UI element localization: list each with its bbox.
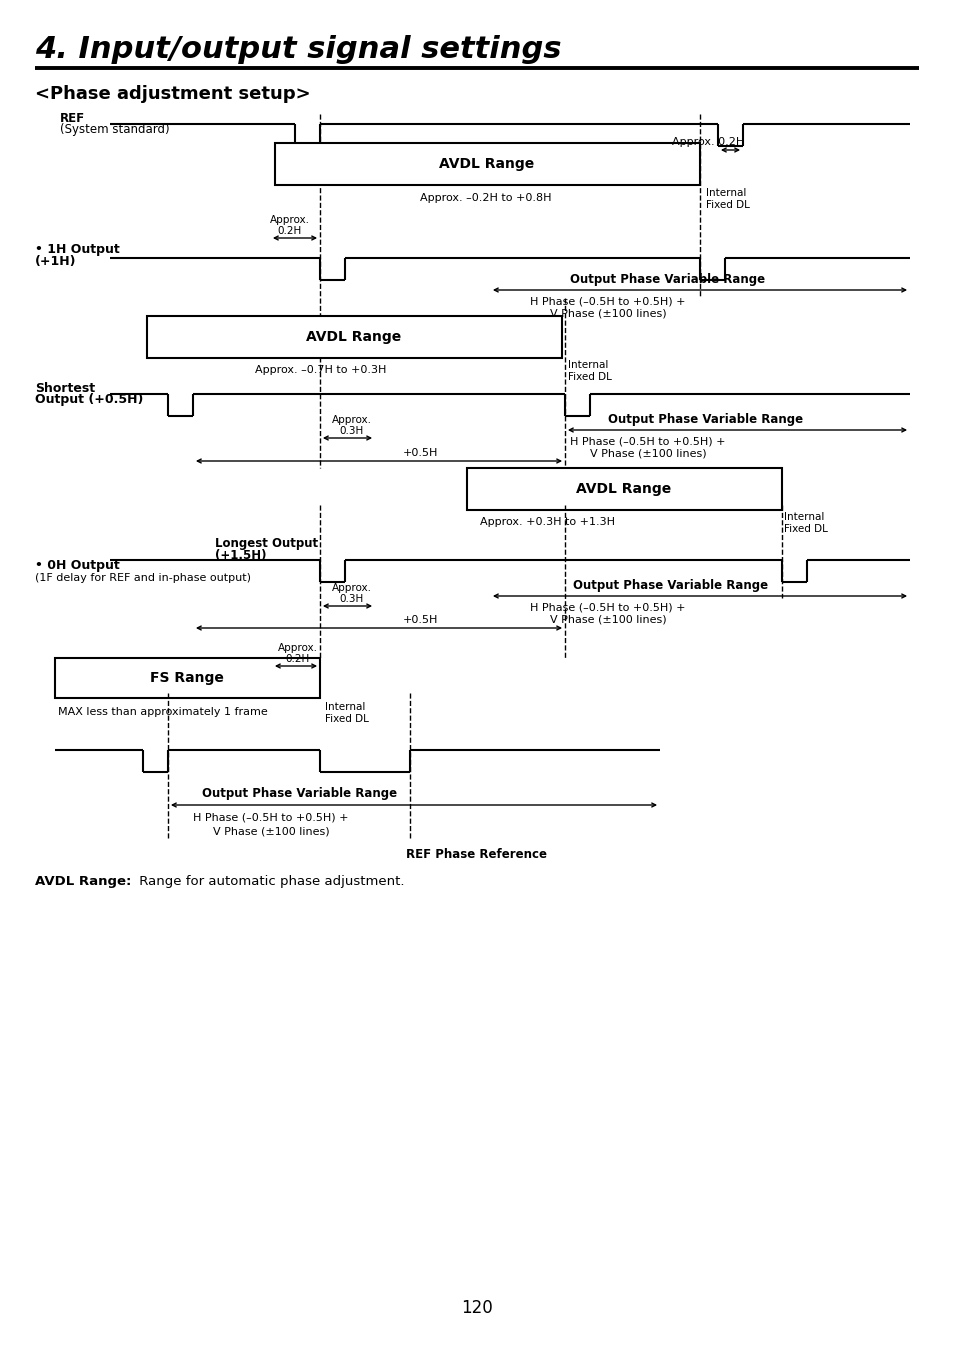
Text: AVDL Range:: AVDL Range: <box>35 875 132 888</box>
Text: 120: 120 <box>460 1299 493 1317</box>
Text: <Phase adjustment setup>: <Phase adjustment setup> <box>35 85 311 102</box>
Text: 0.2H: 0.2H <box>277 226 302 236</box>
Text: Output Phase Variable Range: Output Phase Variable Range <box>573 580 767 593</box>
Text: 0.3H: 0.3H <box>339 594 364 604</box>
Text: Output Phase Variable Range: Output Phase Variable Range <box>202 786 397 799</box>
Text: Approx.: Approx. <box>277 643 317 652</box>
Text: V Phase (±100 lines): V Phase (±100 lines) <box>589 448 706 458</box>
Text: H Phase (–0.5H to +0.5H) +: H Phase (–0.5H to +0.5H) + <box>569 435 724 446</box>
Text: Fixed DL: Fixed DL <box>567 372 611 381</box>
Text: Approx. –0.2H to +0.8H: Approx. –0.2H to +0.8H <box>419 193 551 204</box>
Text: Approx.: Approx. <box>332 415 372 425</box>
Text: +0.5H: +0.5H <box>402 448 437 458</box>
Text: Approx.: Approx. <box>270 214 310 225</box>
Text: 0.3H: 0.3H <box>339 426 364 435</box>
Text: REF: REF <box>60 112 85 124</box>
Text: V Phase (±100 lines): V Phase (±100 lines) <box>213 826 330 836</box>
Text: Approx.: Approx. <box>332 582 372 593</box>
Text: Output (+0.5H): Output (+0.5H) <box>35 394 143 407</box>
Text: Internal: Internal <box>783 512 823 522</box>
Text: Output Phase Variable Range: Output Phase Variable Range <box>607 414 802 426</box>
Text: Internal: Internal <box>325 702 365 712</box>
Text: +0.5H: +0.5H <box>402 615 437 625</box>
Text: (1F delay for REF and in-phase output): (1F delay for REF and in-phase output) <box>35 573 251 582</box>
Text: AVDL Range: AVDL Range <box>576 483 671 496</box>
Text: Internal: Internal <box>567 360 608 369</box>
Text: Fixed DL: Fixed DL <box>705 200 749 210</box>
Text: Output Phase Variable Range: Output Phase Variable Range <box>569 274 764 287</box>
Text: 0.2H: 0.2H <box>286 654 310 665</box>
Text: Range for automatic phase adjustment.: Range for automatic phase adjustment. <box>135 875 404 888</box>
Text: Approx. +0.3H to +1.3H: Approx. +0.3H to +1.3H <box>479 518 615 527</box>
Bar <box>467 468 781 510</box>
Text: V Phase (±100 lines): V Phase (±100 lines) <box>550 309 666 319</box>
Text: (System standard): (System standard) <box>60 124 170 136</box>
Text: 4. Input/output signal settings: 4. Input/output signal settings <box>35 35 561 65</box>
Text: Internal: Internal <box>705 187 745 198</box>
Text: FS Range: FS Range <box>150 671 224 685</box>
Text: H Phase (–0.5H to +0.5H) +: H Phase (–0.5H to +0.5H) + <box>530 603 685 613</box>
Text: H Phase (–0.5H to +0.5H) +: H Phase (–0.5H to +0.5H) + <box>193 813 348 824</box>
Text: (+1.5H): (+1.5H) <box>214 549 266 562</box>
Bar <box>55 658 319 698</box>
Text: H Phase (–0.5H to +0.5H) +: H Phase (–0.5H to +0.5H) + <box>530 297 685 307</box>
Text: AVDL Range: AVDL Range <box>439 156 534 171</box>
Text: MAX less than approximately 1 frame: MAX less than approximately 1 frame <box>58 706 268 717</box>
Text: • 0H Output: • 0H Output <box>35 559 120 573</box>
Text: Approx. 0.2H: Approx. 0.2H <box>671 137 743 147</box>
Text: Shortest: Shortest <box>35 381 95 395</box>
Text: Approx. –0.7H to +0.3H: Approx. –0.7H to +0.3H <box>254 365 386 375</box>
Text: Fixed DL: Fixed DL <box>325 714 369 724</box>
Text: • 1H Output: • 1H Output <box>35 244 120 256</box>
Text: (+1H): (+1H) <box>35 256 76 268</box>
Text: V Phase (±100 lines): V Phase (±100 lines) <box>550 615 666 625</box>
Bar <box>147 315 561 359</box>
Text: AVDL Range: AVDL Range <box>306 330 401 344</box>
Text: Fixed DL: Fixed DL <box>783 524 827 534</box>
Text: Longest Output: Longest Output <box>214 537 317 550</box>
Bar <box>274 143 700 185</box>
Text: REF Phase Reference: REF Phase Reference <box>406 848 547 860</box>
